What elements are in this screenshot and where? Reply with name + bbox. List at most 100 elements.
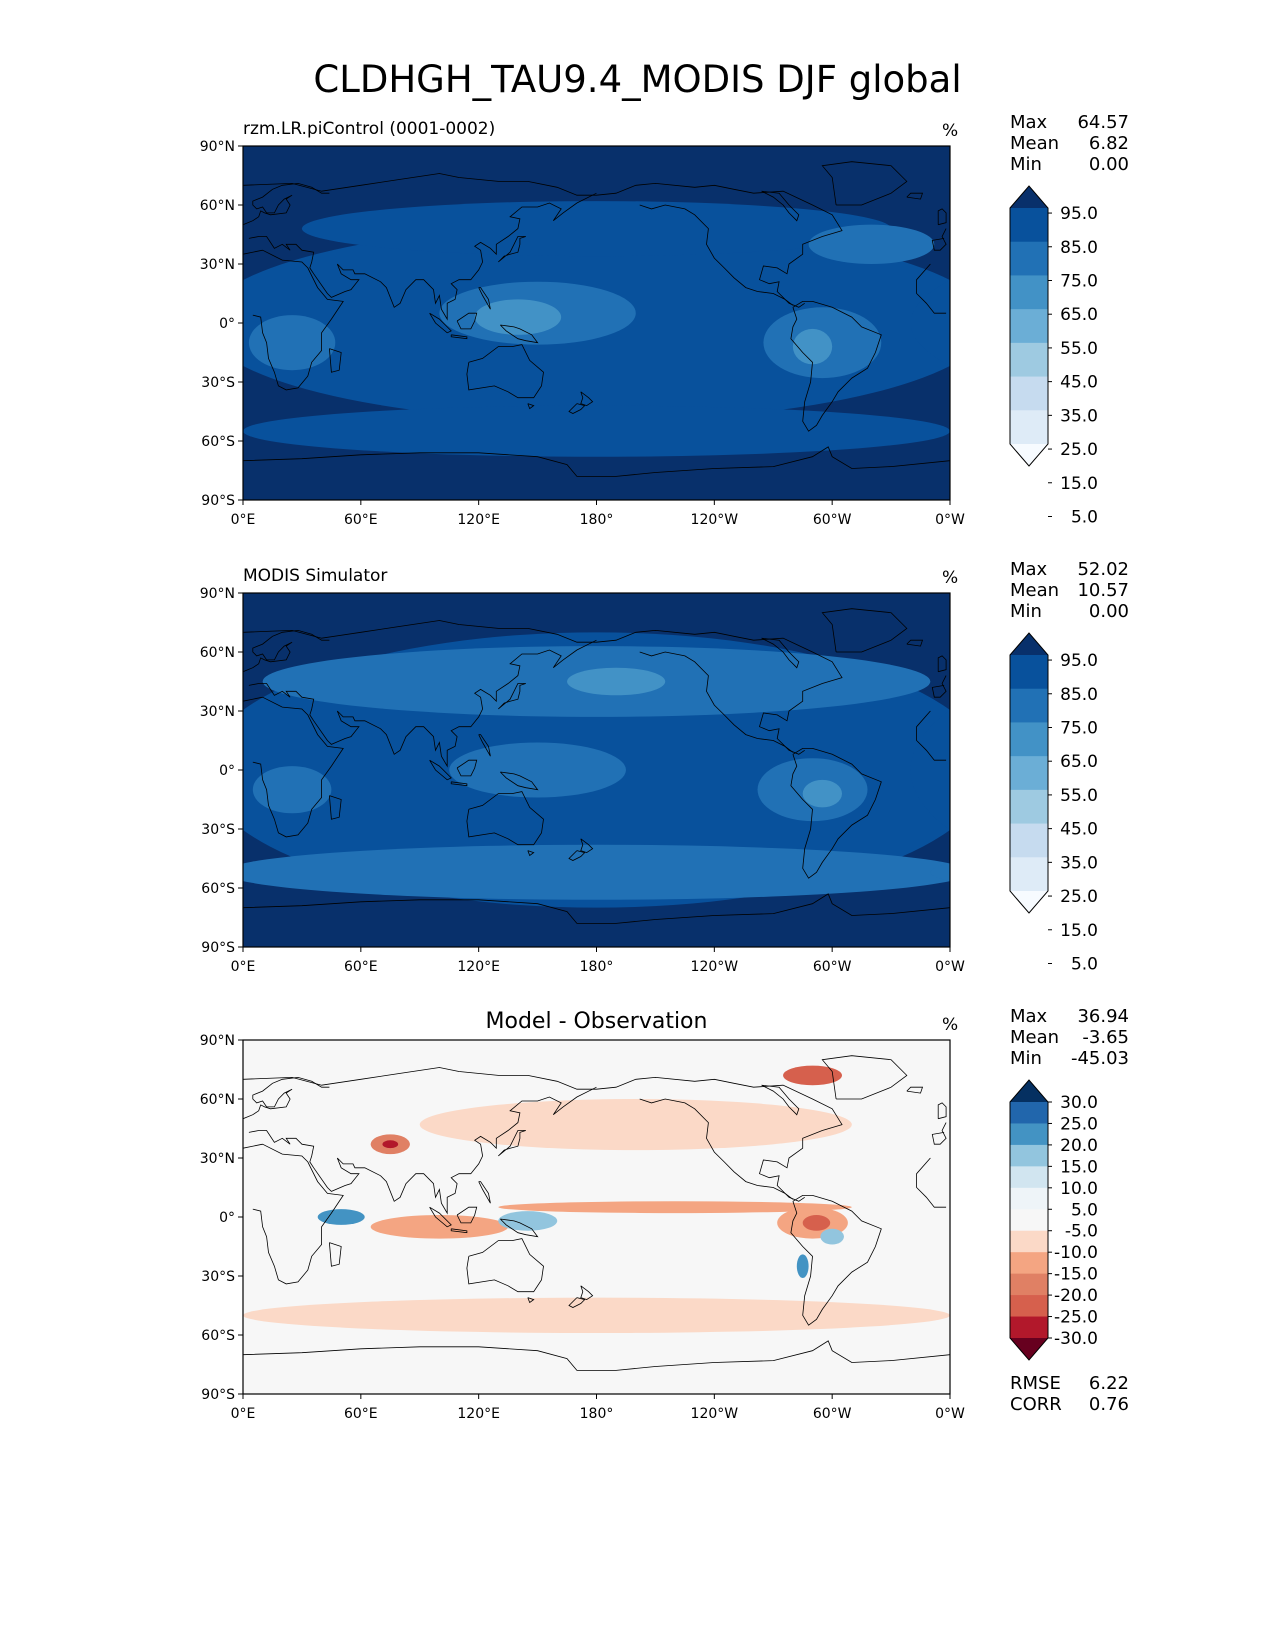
- lon-tick-label: 60°W: [813, 959, 852, 975]
- field-anomaly: [0, 646, 223, 717]
- colorbar-segment: [1010, 857, 1048, 892]
- colorbar-segment: [1010, 1273, 1048, 1296]
- coastline: [639, 1098, 794, 1200]
- lon-tick-label: 120°E: [457, 959, 500, 975]
- stat-value: -3.65: [1082, 1027, 1129, 1048]
- colorbar-tick-label: 85.0: [1060, 238, 1098, 258]
- colorbar-tick-label: -30.0: [1054, 1329, 1098, 1349]
- field-anomaly: [243, 1297, 950, 1334]
- coastline: [500, 771, 539, 791]
- coastline: [639, 651, 794, 753]
- field-anomaly: [783, 1065, 842, 1086]
- coastline: [580, 838, 594, 854]
- colorbar-tick-label: -20.0: [1054, 1286, 1098, 1306]
- coastline: [580, 1285, 594, 1301]
- colorbar-segment: [1010, 789, 1048, 825]
- lat-tick-label: 30°N: [200, 704, 235, 720]
- coastline: [243, 1340, 950, 1371]
- colorbar-tick-label: 20.0: [1060, 1136, 1098, 1156]
- field-anomaly: [1205, 1201, 1275, 1213]
- lat-tick-label: 60°N: [200, 198, 235, 214]
- coastline: [821, 1055, 908, 1100]
- coastline: [821, 608, 908, 653]
- colorbar-tick-label: 65.0: [1060, 305, 1098, 325]
- coastline: [906, 192, 924, 200]
- colorbar-tick-label: 15.0: [1060, 474, 1098, 494]
- figure-title: CLDHGH_TAU9.4_MODIS DJF global: [313, 58, 962, 101]
- coastline: [790, 748, 882, 879]
- coastline: [761, 637, 800, 669]
- lat-tick-label: 30°S: [201, 1269, 235, 1285]
- field-anomaly: [243, 844, 950, 900]
- colorbar: 95.0 85.0 75.0 65.0 55.0 45.0 35.0 25.0 15.0 5.0: [1009, 185, 1098, 527]
- field-anomaly: [820, 1228, 844, 1245]
- coastline: [466, 344, 544, 399]
- coastline: [243, 1076, 947, 1192]
- lon-tick-label: 120°W: [691, 512, 739, 528]
- colorbar: 30.025.020.015.010.05.0-5.0-10.0-15.0-20…: [1009, 1079, 1098, 1361]
- coastline: [243, 249, 947, 391]
- lat-tick-label: 30°N: [200, 1151, 235, 1167]
- lon-tick-label: 60°W: [813, 1406, 852, 1422]
- stat-value: 64.57: [1077, 112, 1129, 133]
- colorbar-segment: [1010, 1102, 1048, 1124]
- colorbar-tick-label: 35.0: [1060, 853, 1098, 873]
- lon-tick-label: 180°: [580, 1406, 614, 1422]
- coastline: [243, 893, 950, 924]
- colorbar-tick-label: 25.0: [1060, 887, 1098, 907]
- field-anomaly: [498, 1201, 852, 1214]
- colorbar-tick-label: 95.0: [1060, 204, 1098, 224]
- colorbar-segment: [1010, 1166, 1048, 1189]
- coastline: [478, 287, 491, 310]
- stat-label: Max: [1010, 112, 1048, 133]
- colorbar-segment: [1010, 722, 1048, 757]
- lon-tick-label: 60°W: [813, 512, 852, 528]
- panel-title: MODIS Simulator: [243, 566, 387, 586]
- coastline: [243, 629, 947, 745]
- coastline: [580, 391, 594, 407]
- colorbar-tick-label: 10.0: [1060, 1179, 1098, 1199]
- lat-tick-label: 0°: [219, 316, 235, 332]
- coastline: [243, 173, 843, 308]
- colorbar-tick-label: -10.0: [1054, 1243, 1098, 1263]
- lon-tick-label: 60°E: [344, 1406, 378, 1422]
- lat-tick-label: 90°N: [200, 586, 235, 602]
- stat-value: -45.03: [1071, 1048, 1129, 1069]
- field-anomaly: [474, 299, 562, 335]
- colorbar: 95.0 85.0 75.0 65.0 55.0 45.0 35.0 25.0 15.0 5.0: [1009, 632, 1098, 974]
- panel-title: Model - Observation: [486, 1009, 708, 1034]
- field-anomaly: [86, 329, 125, 364]
- field-anomaly: [802, 779, 842, 808]
- coastline: [568, 850, 586, 861]
- colorbar-segment: [1010, 376, 1048, 411]
- coastline: [450, 334, 468, 340]
- colorbar-tick-label: 75.0: [1060, 271, 1098, 291]
- colorbar-tick-label: 95.0: [1060, 651, 1098, 671]
- colorbar-tick-label: 5.0: [1071, 954, 1098, 974]
- field-anomaly: [0, 201, 184, 256]
- data-field: [243, 1040, 1275, 1394]
- colorbar-tick-label: 15.0: [1060, 921, 1098, 941]
- colorbar-tick-label: 65.0: [1060, 752, 1098, 772]
- coastline: [498, 1130, 526, 1157]
- field-anomaly: [808, 224, 935, 264]
- field-anomaly: [419, 1099, 852, 1151]
- lat-tick-label: 30°S: [201, 822, 235, 838]
- coastlines: [243, 1055, 950, 1371]
- field-anomaly: [1009, 201, 1275, 256]
- colorbar-segment: [1010, 342, 1048, 378]
- field-anomaly: [243, 405, 950, 457]
- colorbar-extend-bottom: [1010, 1338, 1048, 1360]
- lon-tick-label: 0°W: [935, 512, 965, 528]
- field-anomaly: [796, 1254, 809, 1278]
- lat-tick-label: 90°N: [200, 139, 235, 155]
- field-anomaly: [1205, 1211, 1264, 1231]
- panel-title: rzm.LR.piControl (0001-0002): [243, 119, 495, 139]
- colorbar-tick-label: -15.0: [1054, 1265, 1098, 1285]
- stat-label: Mean: [1010, 1027, 1059, 1048]
- data-field: [0, 146, 1275, 500]
- coastlines: [243, 161, 950, 477]
- field-anomaly: [792, 328, 833, 365]
- stat-value: 6.82: [1089, 133, 1129, 154]
- field-anomaly: [382, 1140, 399, 1149]
